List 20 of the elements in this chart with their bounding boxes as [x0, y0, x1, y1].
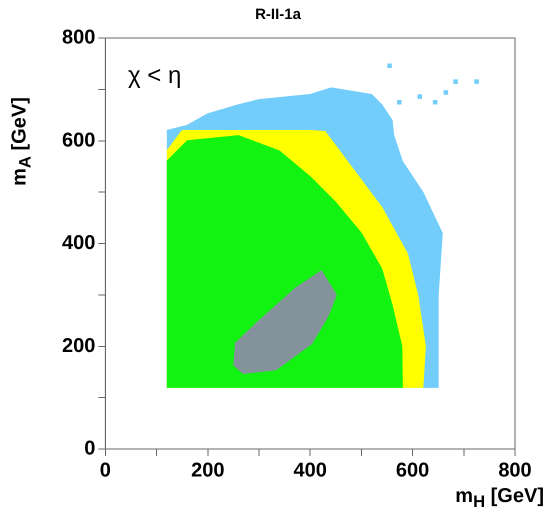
x-tick-label: 600 — [396, 460, 430, 482]
point — [432, 100, 438, 104]
y-tick-label: 800 — [62, 26, 96, 49]
y-tick-label: 600 — [62, 129, 96, 152]
point — [453, 79, 458, 84]
x-tick-label: 0 — [100, 460, 111, 482]
point — [444, 90, 448, 95]
x-tick-label: 200 — [191, 460, 224, 482]
x-axis-title: m$_{H}$ [GeV] — [455, 485, 544, 512]
annotation: χ < η — [128, 62, 182, 90]
point — [474, 79, 479, 84]
chart-title: R-II-1a — [254, 6, 302, 23]
x-tick-label: 800 — [498, 460, 532, 482]
point — [387, 63, 392, 68]
point — [417, 94, 422, 99]
y-tick-label: 200 — [62, 334, 96, 357]
y-tick-label: 400 — [62, 232, 96, 254]
y-tick-label: 0 — [84, 438, 96, 460]
point — [397, 100, 402, 104]
x-tick-label: 400 — [293, 460, 327, 482]
